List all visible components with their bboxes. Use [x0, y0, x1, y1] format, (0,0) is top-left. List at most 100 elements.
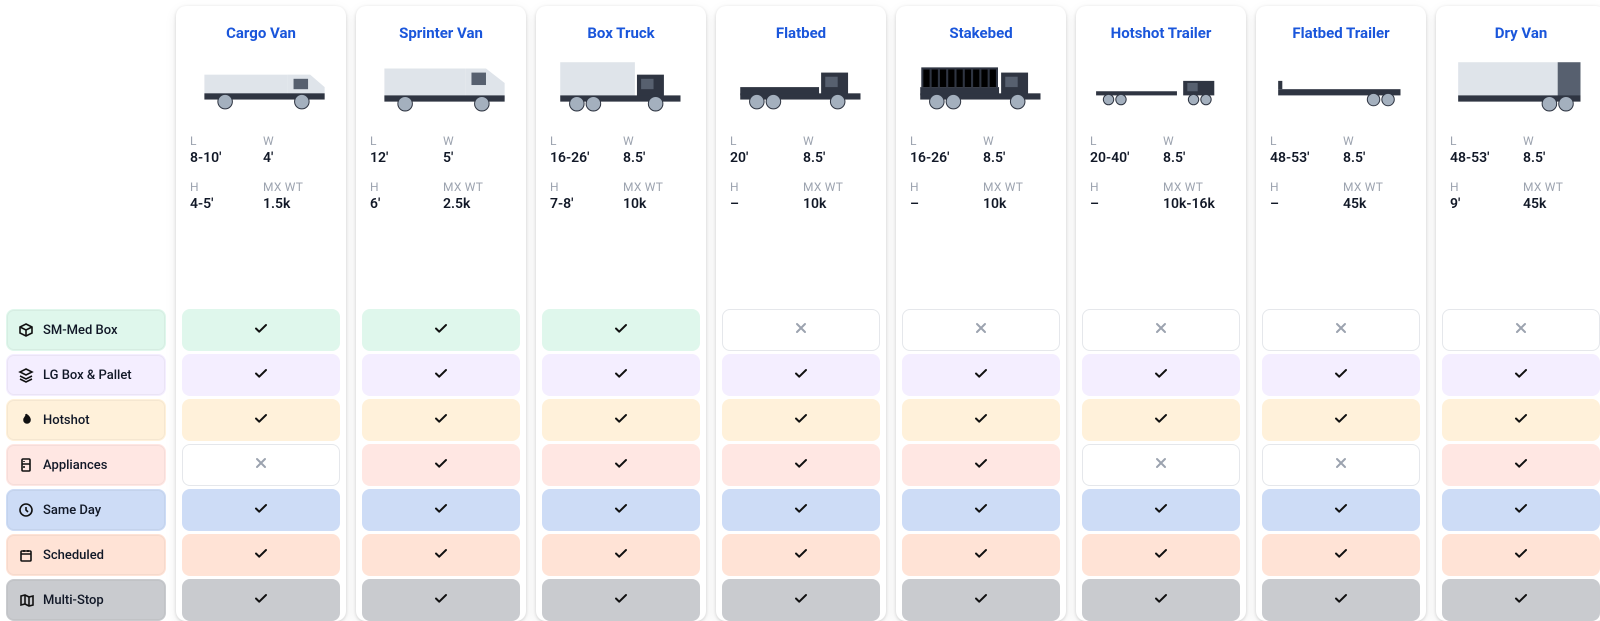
cell-cargo_van-sm_med_box — [182, 309, 340, 351]
check-icon — [793, 500, 809, 520]
spec-value: 8.5' — [983, 150, 1052, 166]
cell-box_truck-multi_stop — [542, 579, 700, 621]
cell-dry_van-multi_stop — [1442, 579, 1600, 621]
spec-value: 10k — [803, 196, 872, 212]
vehicle-title[interactable]: Sprinter Van — [370, 24, 512, 42]
vehicle-title[interactable]: Flatbed — [730, 24, 872, 42]
cell-flatbed_trailer-lg_box_pallet — [1262, 354, 1420, 396]
spec-label: W — [1343, 134, 1412, 148]
spec-label: H — [1450, 180, 1519, 194]
feature-label: Hotshot — [43, 413, 90, 428]
vehicle-card-flatbed_trailer: Flatbed TrailerL48-53'W8.5'H–MX WT45k — [1256, 6, 1426, 621]
check-icon — [1153, 545, 1169, 565]
cell-flatbed-multi_stop — [722, 579, 880, 621]
x-icon — [1333, 455, 1349, 475]
spec-H: H– — [1090, 180, 1159, 212]
spec-label: H — [370, 180, 439, 194]
spec-label: W — [623, 134, 692, 148]
vehicle-title[interactable]: Cargo Van — [190, 24, 332, 42]
cell-stakebed-hotshot — [902, 399, 1060, 441]
spec-value: 8-10' — [190, 150, 259, 166]
spec-label: W — [803, 134, 872, 148]
check-icon — [253, 320, 269, 340]
spec-value: 8.5' — [1343, 150, 1412, 166]
x-icon — [1153, 320, 1169, 340]
spec-value: 10k — [623, 196, 692, 212]
cell-hotshot_trailer-same_day — [1082, 489, 1240, 531]
spec-value: 1.5k — [263, 196, 332, 212]
spec-label: H — [550, 180, 619, 194]
vehicle-art-flatbed — [730, 52, 872, 116]
vehicle-specs: L16-26'W8.5'H7-8'MX WT10k — [550, 134, 692, 212]
x-icon — [793, 320, 809, 340]
spec-label: H — [910, 180, 979, 194]
flame-icon — [17, 411, 35, 429]
spec-value: 8.5' — [803, 150, 872, 166]
spec-value: – — [1090, 196, 1159, 212]
vehicle-title[interactable]: Box Truck — [550, 24, 692, 42]
spec-label: L — [910, 134, 979, 148]
check-icon — [1333, 590, 1349, 610]
spec-label: MX WT — [983, 180, 1052, 194]
vehicle-title[interactable]: Dry Van — [1450, 24, 1592, 42]
cell-cargo_van-scheduled — [182, 534, 340, 576]
cell-hotshot_trailer-lg_box_pallet — [1082, 354, 1240, 396]
cell-hotshot_trailer-appliances — [1082, 444, 1240, 486]
vehicle-card-stakebed: StakebedL16-26'W8.5'H–MX WT10k — [896, 6, 1066, 621]
spec-label: L — [1090, 134, 1159, 148]
spec-W: W4' — [263, 134, 332, 166]
spec-value: – — [730, 196, 799, 212]
spec-value: 10k-16k — [1163, 196, 1232, 212]
spec-value: 4' — [263, 150, 332, 166]
spec-L: L48-53' — [1270, 134, 1339, 166]
vehicle-art-stakebed — [910, 52, 1052, 116]
check-icon — [613, 365, 629, 385]
cell-flatbed-sm_med_box — [722, 309, 880, 351]
spec-L: L48-53' — [1450, 134, 1519, 166]
check-icon — [793, 410, 809, 430]
x-icon — [1333, 320, 1349, 340]
spec-value: 7-8' — [550, 196, 619, 212]
vehicle-title[interactable]: Flatbed Trailer — [1270, 24, 1412, 42]
check-icon — [1333, 545, 1349, 565]
feature-label: Multi-Stop — [43, 593, 104, 608]
vehicle-art-sprinter — [370, 52, 512, 116]
cell-hotshot_trailer-multi_stop — [1082, 579, 1240, 621]
vehicle-title[interactable]: Stakebed — [910, 24, 1052, 42]
vehicle-specs: L48-53'W8.5'H–MX WT45k — [1270, 134, 1412, 212]
card-header: Box TruckL16-26'W8.5'H7-8'MX WT10k — [542, 6, 700, 306]
spec-value: 48-53' — [1450, 150, 1519, 166]
check-icon — [793, 590, 809, 610]
check-icon — [973, 590, 989, 610]
check-icon — [973, 545, 989, 565]
cell-hotshot_trailer-hotshot — [1082, 399, 1240, 441]
vehicle-art-flatbed_trailer — [1270, 52, 1412, 116]
check-icon — [1153, 365, 1169, 385]
spec-value: 2.5k — [443, 196, 512, 212]
vehicle-art-dry_van — [1450, 52, 1592, 116]
cell-stakebed-sm_med_box — [902, 309, 1060, 351]
spec-label: MX WT — [1343, 180, 1412, 194]
check-icon — [973, 455, 989, 475]
spec-MX: MX WT10k-16k — [1163, 180, 1232, 212]
vehicle-title[interactable]: Hotshot Trailer — [1090, 24, 1232, 42]
feature-lg_box_pallet: LG Box & Pallet — [6, 354, 166, 396]
cell-flatbed-appliances — [722, 444, 880, 486]
check-icon — [1333, 500, 1349, 520]
vehicle-specs: L16-26'W8.5'H–MX WT10k — [910, 134, 1052, 212]
check-icon — [433, 500, 449, 520]
spec-label: L — [550, 134, 619, 148]
spec-W: W8.5' — [1163, 134, 1232, 166]
card-header: Flatbed TrailerL48-53'W8.5'H–MX WT45k — [1262, 6, 1420, 306]
spec-L: L20' — [730, 134, 799, 166]
feature-label: SM-Med Box — [43, 323, 118, 338]
cell-cargo_van-lg_box_pallet — [182, 354, 340, 396]
vehicle-card-sprinter_van: Sprinter VanL12'W5'H6'MX WT2.5k — [356, 6, 526, 621]
cell-sprinter_van-appliances — [362, 444, 520, 486]
check-icon — [1333, 410, 1349, 430]
cell-flatbed-hotshot — [722, 399, 880, 441]
vehicle-card-hotshot_trailer: Hotshot TrailerL20-40'W8.5'H–MX WT10k-16… — [1076, 6, 1246, 621]
x-icon — [253, 455, 269, 475]
check-icon — [793, 455, 809, 475]
layers-icon — [17, 366, 35, 384]
